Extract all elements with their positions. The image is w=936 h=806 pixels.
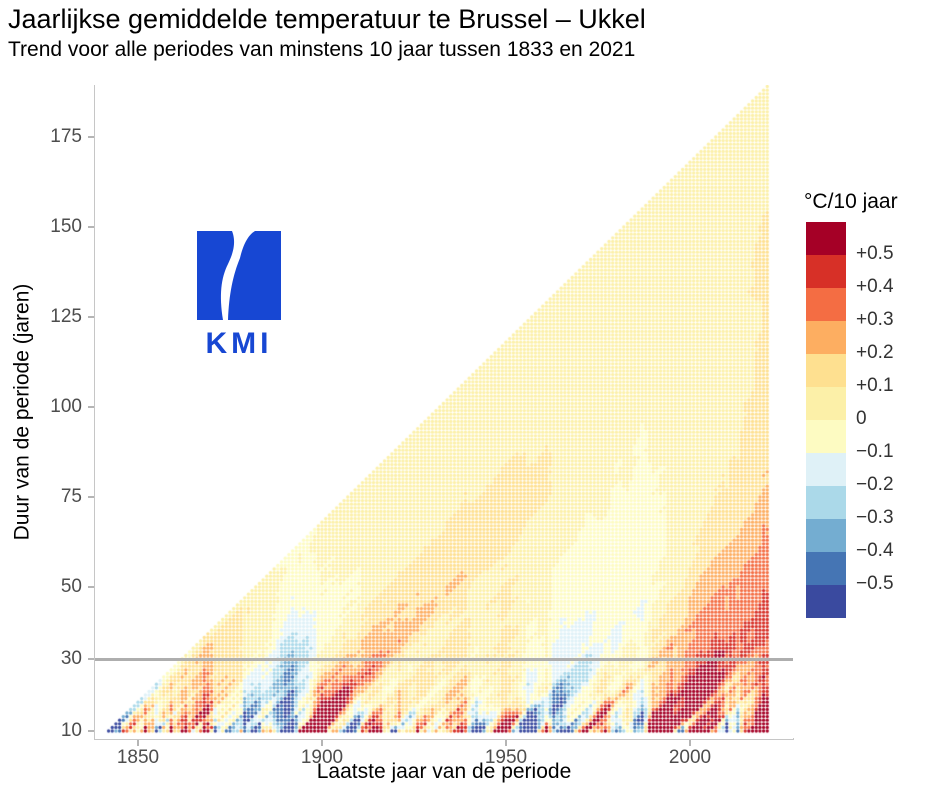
y-tick-mark bbox=[88, 658, 94, 660]
duration-30-reference-line bbox=[95, 657, 793, 661]
legend-label: +0.4 bbox=[856, 276, 894, 297]
legend-color-cell bbox=[806, 420, 846, 453]
trend-heatmap-canvas bbox=[95, 85, 793, 739]
kmi-logo: KMI bbox=[193, 231, 285, 361]
x-axis-title: Laatste jaar van de periode bbox=[316, 760, 572, 783]
y-tick-mark bbox=[88, 496, 94, 498]
y-tick-label: 30 bbox=[60, 648, 82, 669]
legend-label: −0.2 bbox=[856, 474, 894, 495]
y-tick-label: 175 bbox=[50, 126, 82, 147]
x-tick-label: 1850 bbox=[116, 747, 160, 768]
x-tick-mark bbox=[321, 740, 323, 746]
legend-label: +0.3 bbox=[856, 309, 894, 330]
y-tick-mark bbox=[88, 406, 94, 408]
legend-color-cell bbox=[806, 552, 846, 585]
legend-label: −0.1 bbox=[856, 441, 894, 462]
kmi-logo-emblem bbox=[197, 231, 281, 320]
plot-panel: KMI bbox=[95, 85, 793, 739]
y-tick-label: 50 bbox=[60, 576, 82, 597]
x-tick-mark bbox=[689, 740, 691, 746]
y-tick-mark bbox=[88, 136, 94, 138]
legend-label: 0 bbox=[856, 408, 867, 429]
kmi-logo-text: KMI bbox=[205, 327, 273, 360]
legend-color-cell bbox=[806, 486, 846, 519]
chart-title: Jaarlijkse gemiddelde temperatuur te Bru… bbox=[8, 4, 646, 34]
y-tick-label: 150 bbox=[50, 216, 82, 237]
legend-color-cell bbox=[806, 453, 846, 486]
y-tick-mark bbox=[88, 226, 94, 228]
y-tick-mark bbox=[88, 730, 94, 732]
legend-color-cell bbox=[806, 255, 846, 288]
legend-label: +0.5 bbox=[856, 243, 894, 264]
legend-colorbar bbox=[806, 222, 846, 618]
legend-label: −0.5 bbox=[856, 573, 894, 594]
x-tick-mark bbox=[137, 740, 139, 746]
y-tick-label: 10 bbox=[60, 720, 82, 741]
y-tick-label: 100 bbox=[50, 396, 82, 417]
legend-label: +0.1 bbox=[856, 375, 894, 396]
legend-label: +0.2 bbox=[856, 342, 894, 363]
legend-color-cell bbox=[806, 288, 846, 321]
legend-color-cell bbox=[806, 387, 846, 420]
y-tick-mark bbox=[88, 586, 94, 588]
legend-color-cell bbox=[806, 321, 846, 354]
legend-title: °C/10 jaar bbox=[804, 190, 898, 213]
legend-color-cell bbox=[806, 585, 846, 618]
x-tick-mark bbox=[505, 740, 507, 746]
legend-label: −0.4 bbox=[856, 540, 894, 561]
y-tick-label: 125 bbox=[50, 306, 82, 327]
legend-color-cell bbox=[806, 222, 846, 255]
y-tick-label: 75 bbox=[60, 486, 82, 507]
x-axis-line bbox=[95, 738, 794, 740]
legend-color-cell bbox=[806, 354, 846, 387]
x-tick-label: 1900 bbox=[300, 747, 344, 768]
legend-label: −0.3 bbox=[856, 507, 894, 528]
x-tick-label: 2000 bbox=[668, 747, 712, 768]
legend-color-cell bbox=[806, 519, 846, 552]
chart-subtitle: Trend voor alle periodes van minstens 10… bbox=[8, 38, 636, 61]
x-tick-label: 1950 bbox=[484, 747, 528, 768]
y-tick-mark bbox=[88, 316, 94, 318]
